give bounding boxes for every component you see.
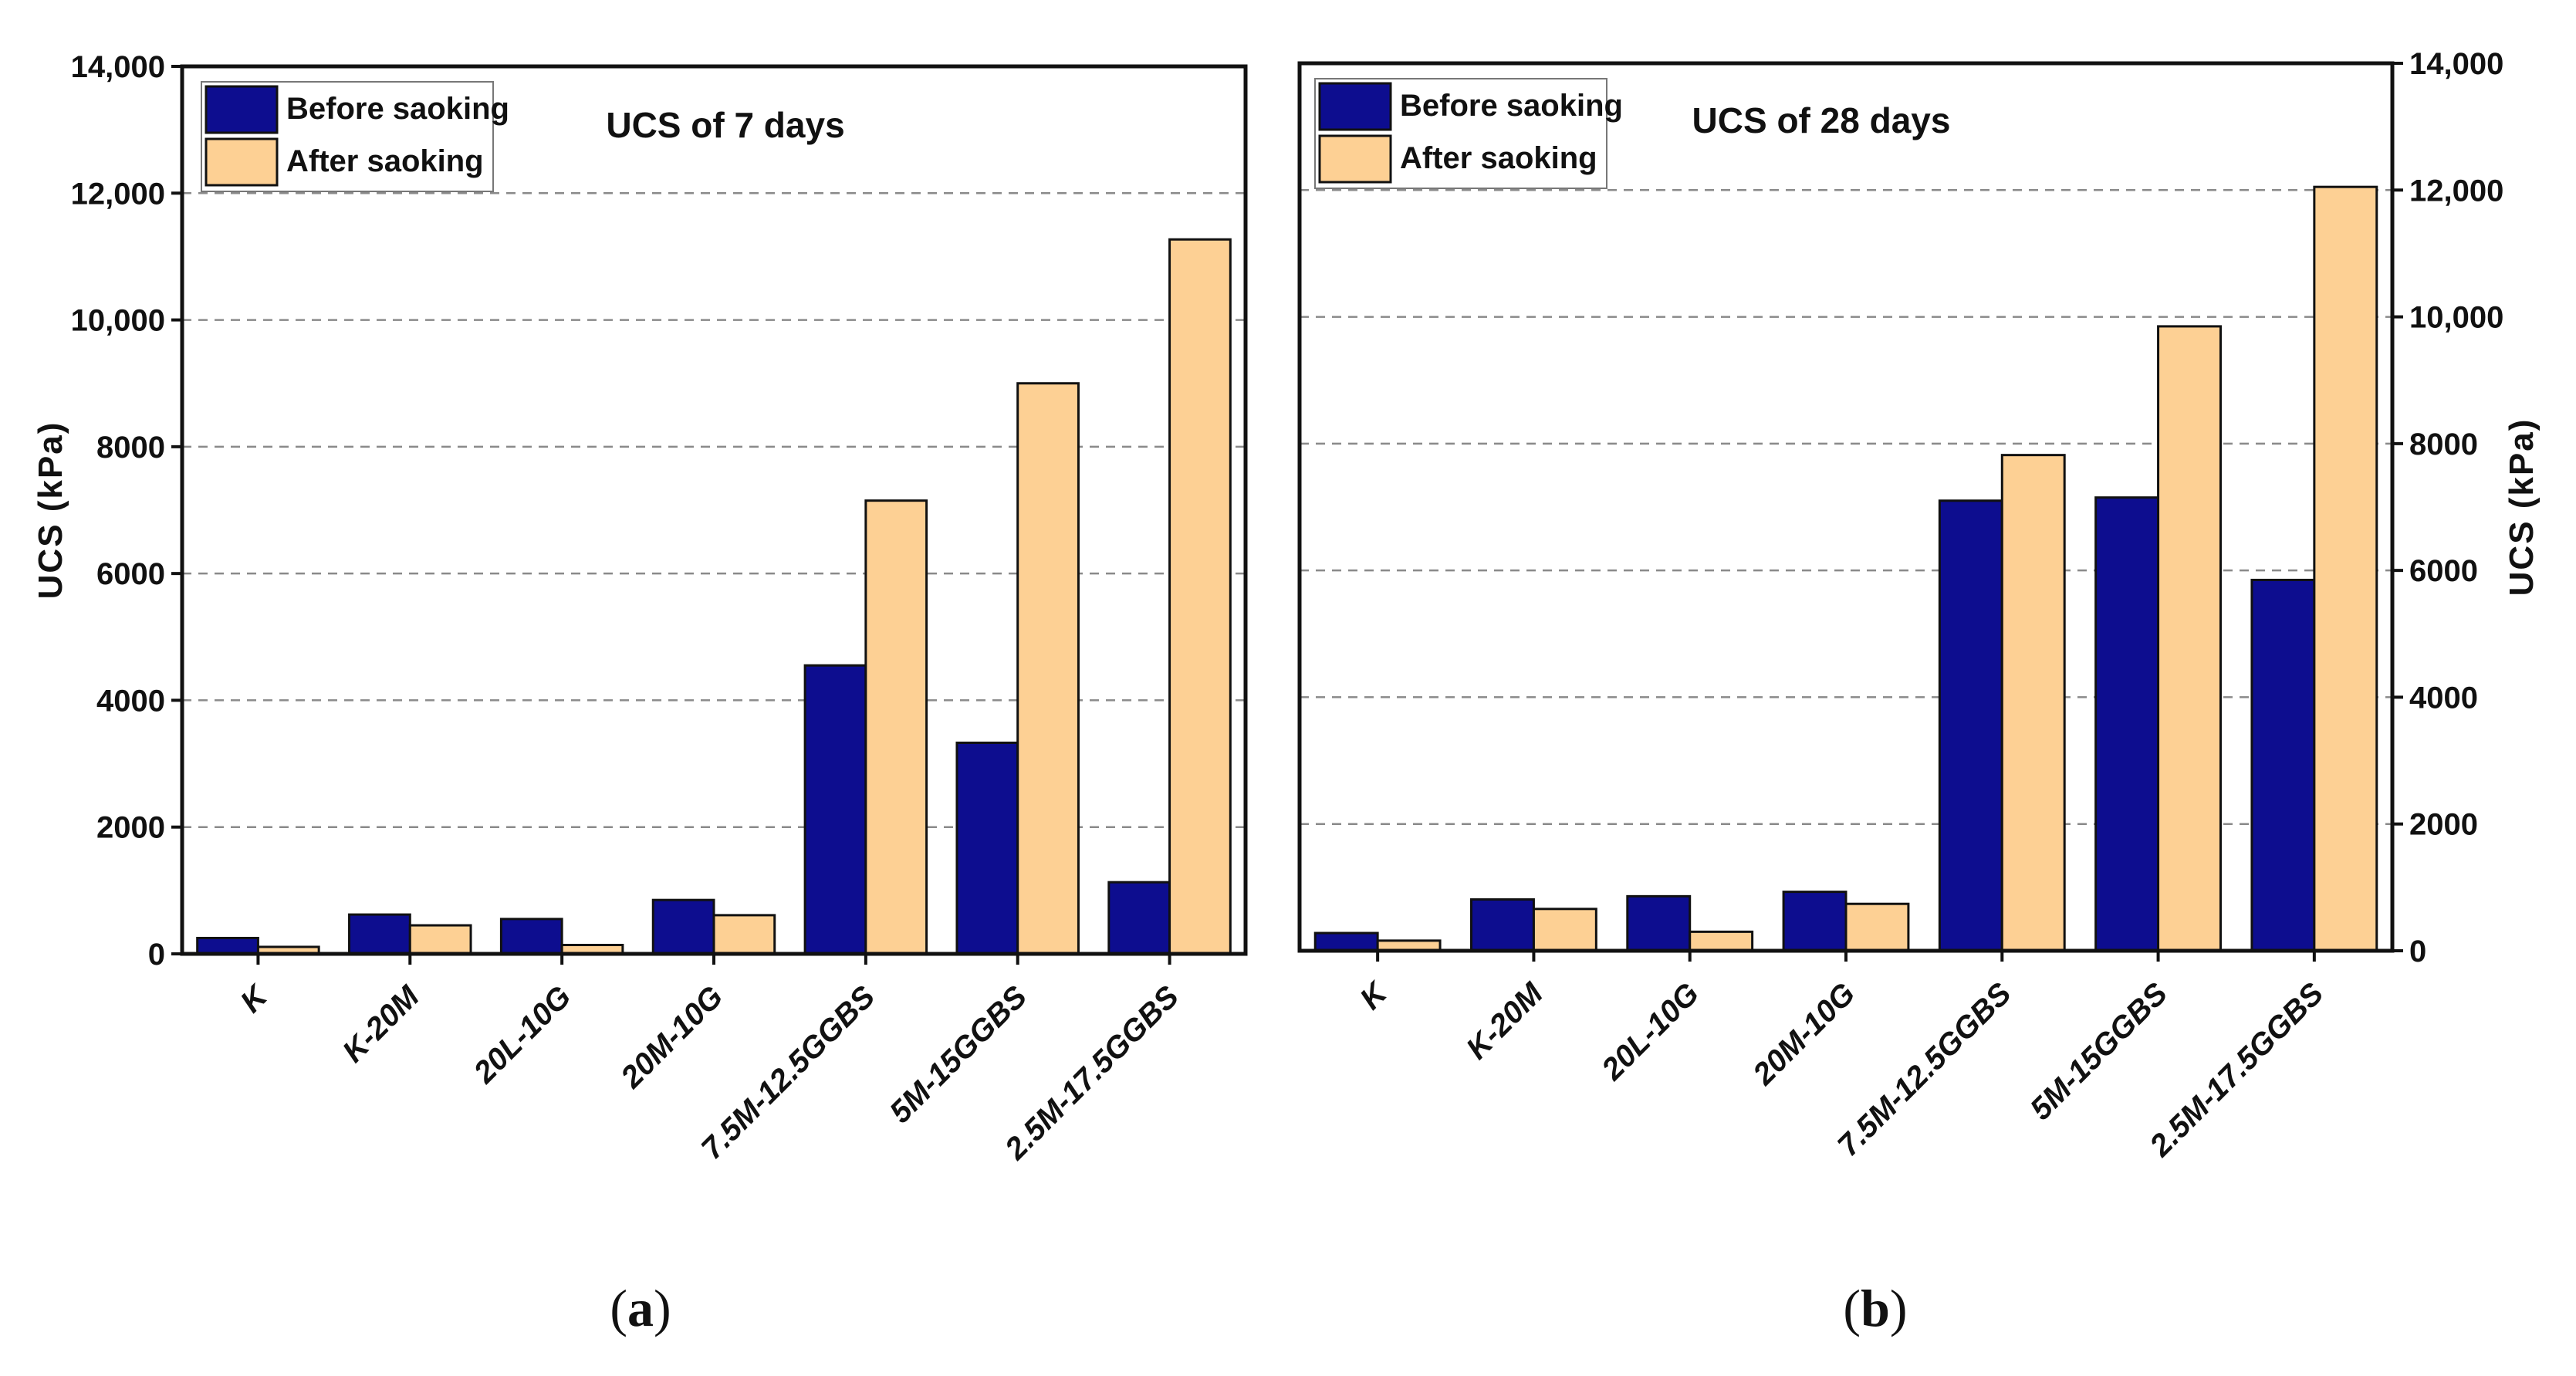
panel-label-open: ( [610,1279,627,1337]
y-tick-label: 8000 [96,431,165,465]
panel-label: (a) [610,1279,671,1337]
x-tick-label: 5M-15GGBS [2023,976,2174,1127]
bar-before-2.5M-17.5GGBS [1107,881,1171,955]
bar-before-2.5M-17.5GGBS [2250,578,2316,952]
y-tick-label: 12,000 [2409,174,2503,208]
legend-swatch [1318,134,1392,184]
chart-title: UCS of 7 days [606,105,844,145]
bar-after-7.5M-12.5GGBS [2000,454,2066,952]
x-tick-label: 20L-10G [1595,976,1706,1087]
y-tick-label: 10,000 [71,304,165,338]
bar-before-K-20M [348,913,411,955]
bar-before-K [196,936,259,955]
bar-before-7.5M-12.5GGBS [803,664,867,955]
y-tick-label: 6000 [2409,554,2478,588]
legend-label: After saoking [286,144,484,178]
y-tick-label: 14,000 [71,50,165,84]
y-axis-label: UCS (kPa) [32,421,69,600]
y-axis-label: UCS (kPa) [2503,418,2541,597]
x-tick-label: 20M-10G [614,979,730,1095]
bar-before-20M-10G [1782,891,1847,952]
bar-after-5M-15GGBS [1016,382,1080,955]
bar-before-20L-10G [499,918,563,955]
bar-after-7.5M-12.5GGBS [864,499,928,955]
plot-frame [180,64,1248,956]
bar-before-K-20M [1470,898,1535,952]
bar-after-K-20M [408,924,472,955]
panel-label-close: ) [654,1279,671,1337]
legend-label: After saoking [1400,141,1597,175]
chart-title: UCS of 28 days [1692,100,1951,140]
legend-swatch [205,85,279,134]
x-tick-label: 5M-15GGBS [884,979,1034,1130]
y-tick-label: 2000 [2409,808,2478,842]
bar-after-20M-10G [1844,902,1910,952]
y-tick-label: 0 [2409,935,2426,969]
bar-before-7.5M-12.5GGBS [1938,499,2003,952]
x-tick-label: K-20M [336,979,427,1069]
bar-after-2.5M-17.5GGBS [2313,185,2378,952]
x-tick-label: 7.5M-12.5GGBS [1831,976,2018,1163]
y-tick-label: 12,000 [71,177,165,211]
y-tick-label: 6000 [96,557,165,591]
x-tick-label: 2.5M-17.5GGBS [2143,976,2331,1164]
y-tick-label: 0 [148,938,165,972]
bar-before-20L-10G [1626,894,1692,952]
legend-label: Before saoking [286,92,509,126]
y-tick-label: 2000 [96,811,165,845]
bar-after-2.5M-17.5GGBS [1168,238,1232,955]
bar-after-20L-10G [1689,930,1754,952]
x-tick-label: 20L-10G [467,979,577,1090]
bar-after-20M-10G [712,914,776,955]
bar-before-5M-15GGBS [2094,496,2160,952]
panel-label-open: ( [1843,1279,1861,1337]
x-tick-label: K-20M [1460,975,1550,1066]
legend-swatch [205,137,279,187]
bar-before-K [1313,931,1379,952]
bar-before-5M-15GGBS [955,741,1019,955]
y-tick-label: 10,000 [2409,301,2503,335]
y-tick-label: 4000 [2409,681,2478,715]
legend-label: Before saoking [1400,89,1623,123]
bar-after-K-20M [1532,908,1597,952]
plot-frame [1297,61,2395,953]
bar-before-20M-10G [651,898,715,955]
panel-label-close: ) [1890,1279,1908,1337]
y-tick-label: 8000 [2409,428,2478,461]
panel-label: (b) [1843,1279,1907,1337]
panel-label-letter: b [1861,1279,1890,1337]
legend: Before saoking After saoking [201,81,509,192]
legend: Before saoking After saoking [1314,78,1623,189]
bar-after-5M-15GGBS [2157,325,2222,952]
y-tick-label: 4000 [96,684,165,718]
x-tick-label: K [1354,975,1395,1016]
x-tick-label: K [234,978,276,1019]
x-tick-label: 20M-10G [1746,976,1862,1092]
legend-swatch [1318,82,1392,131]
y-tick-label: 14,000 [2409,47,2503,81]
panel-label-letter: a [627,1279,654,1337]
